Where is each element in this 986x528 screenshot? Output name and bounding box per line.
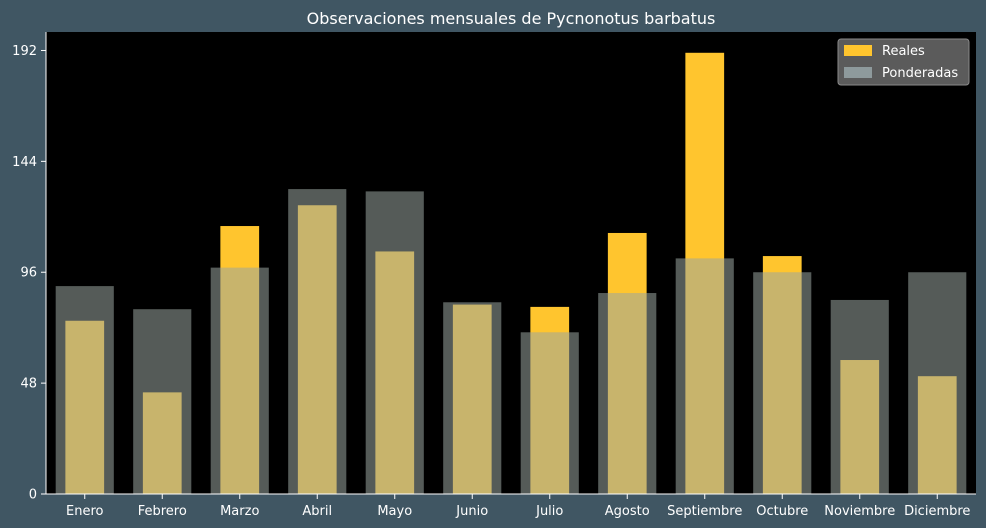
y-tick-label: 96 — [20, 266, 37, 281]
bar-ponderadas-noviembre — [830, 299, 889, 494]
x-tick-label: Agosto — [605, 504, 650, 519]
legend-swatch-ponderadas — [844, 67, 872, 78]
legend-label-reales: Reales — [882, 44, 925, 59]
bar-ponderadas-mayo — [365, 191, 424, 494]
y-tick-label: 192 — [12, 44, 37, 59]
legend-swatch-reales — [844, 45, 872, 56]
ponderadas-bars — [55, 189, 967, 494]
bar-ponderadas-febrero — [133, 309, 192, 494]
bar-ponderadas-octubre — [753, 272, 812, 494]
plot-area — [46, 32, 976, 494]
x-tick-label: Febrero — [138, 504, 187, 519]
y-tick-label: 0 — [29, 488, 37, 503]
bar-ponderadas-abril — [288, 189, 347, 494]
x-tick-label: Marzo — [220, 504, 259, 519]
x-tick-label: Julio — [535, 504, 563, 519]
y-tick-label: 144 — [12, 155, 37, 170]
x-tick-label: Diciembre — [904, 504, 970, 519]
x-tick-label: Septiembre — [667, 504, 742, 519]
x-tick-label: Noviembre — [824, 504, 895, 519]
y-axis: 0 48 96 144 192 — [12, 32, 47, 503]
x-tick-label: Mayo — [377, 504, 412, 519]
legend: Reales Ponderadas — [837, 38, 970, 86]
x-tick-label: Octubre — [756, 504, 808, 519]
chart-title: Observaciones mensuales de Pycnonotus ba… — [307, 9, 716, 28]
bar-ponderadas-septiembre — [675, 258, 734, 494]
x-tick-label: Enero — [66, 504, 104, 519]
bar-ponderadas-marzo — [210, 267, 269, 494]
bar-ponderadas-enero — [55, 286, 114, 494]
y-tick-label: 48 — [20, 377, 37, 392]
x-tick-label: Junio — [455, 504, 488, 519]
legend-label-ponderadas: Ponderadas — [882, 66, 958, 81]
bar-ponderadas-junio — [443, 302, 502, 494]
bar-ponderadas-julio — [520, 332, 579, 494]
x-axis: Enero Febrero Marzo Abril Mayo Junio Julio Agos… — [46, 493, 976, 519]
bar-ponderadas-agosto — [598, 293, 657, 494]
x-tick-label: Abril — [302, 504, 332, 519]
bar-ponderadas-diciembre — [908, 272, 967, 494]
